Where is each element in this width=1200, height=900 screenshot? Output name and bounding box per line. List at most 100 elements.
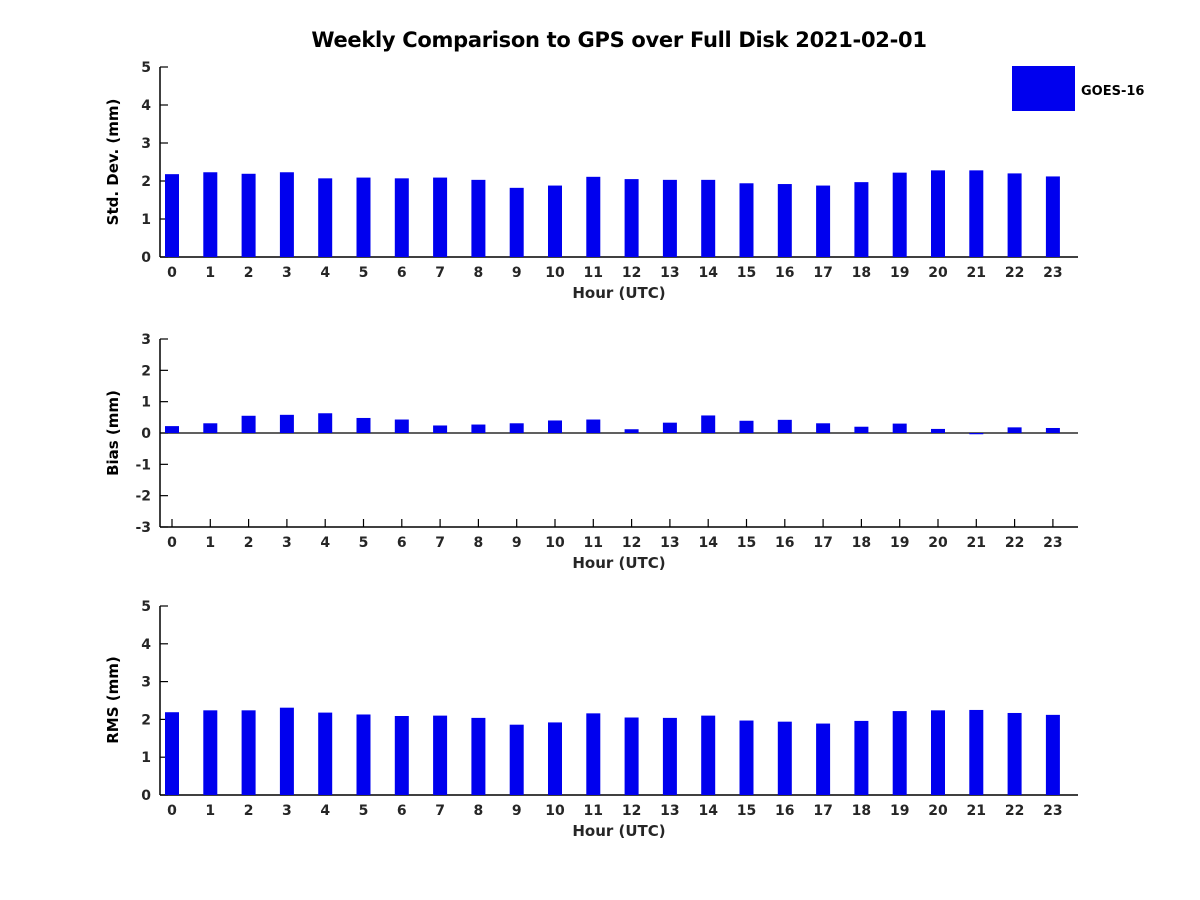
stddev-ytick-label-5: 5	[141, 60, 151, 76]
bias-bar-hour-5	[356, 417, 371, 433]
bias-xtick-label-5: 5	[359, 535, 369, 551]
stddev-xtick-label-19: 19	[890, 265, 909, 281]
stddev-xtick-label-4: 4	[320, 265, 330, 281]
stddev-xtick-label-1: 1	[205, 265, 215, 281]
bias-y-axis-label: Bias (mm)	[104, 390, 122, 476]
bias-xtick-label-13: 13	[660, 535, 679, 551]
bias-bar-hour-8	[471, 424, 486, 433]
rms-xtick-label-5: 5	[359, 803, 369, 819]
rms-bar-hour-2	[241, 710, 256, 795]
rms-bar-hour-10	[548, 722, 562, 795]
stddev-xtick-label-11: 11	[584, 265, 603, 281]
bias-bar-hour-13	[662, 422, 677, 433]
bias-bar-hour-21	[969, 433, 984, 435]
bias-ytick-label-0: 0	[141, 426, 151, 442]
stddev-xtick-label-12: 12	[622, 265, 641, 281]
stddev-xtick-label-14: 14	[698, 265, 718, 281]
rms-bar-hour-23	[1045, 714, 1060, 795]
stddev-ytick-label-0: 0	[141, 250, 151, 266]
rms-ytick-label-0: 0	[141, 788, 151, 804]
bias-xtick-label-6: 6	[397, 535, 407, 551]
rms-xtick-label-4: 4	[320, 803, 330, 819]
stddev-x-axis-label: Hour (UTC)	[572, 284, 666, 302]
stddev-bar-hour-7	[433, 177, 448, 257]
rms-bar-hour-21	[969, 709, 984, 795]
bias-xtick-label-12: 12	[622, 535, 641, 551]
stddev-xtick-label-20: 20	[928, 265, 948, 281]
stddev-xtick-label-6: 6	[397, 265, 407, 281]
legend-swatch-goes16	[1012, 66, 1075, 111]
rms-ytick-label-2: 2	[141, 712, 151, 728]
rms-ytick-label-4: 4	[141, 637, 151, 653]
bias-xtick-label-16: 16	[775, 535, 794, 551]
stddev-xtick-label-10: 10	[545, 265, 565, 281]
bias-bar-hour-14	[701, 415, 716, 433]
rms-xtick-label-12: 12	[622, 803, 641, 819]
rms-bar-hour-11	[586, 713, 601, 795]
stddev-bar-hour-16	[777, 184, 792, 257]
rms-bar-hour-3	[279, 707, 294, 795]
rms-xtick-label-1: 1	[205, 803, 215, 819]
bias-xtick-label-20: 20	[928, 535, 948, 551]
bias-bar-hour-7	[433, 425, 448, 433]
bias-bar-hour-0	[165, 426, 179, 433]
rms-xtick-label-21: 21	[967, 803, 986, 819]
rms-xtick-label-10: 10	[545, 803, 565, 819]
stddev-ytick-label-3: 3	[141, 136, 151, 152]
bias-xtick-label-21: 21	[967, 535, 986, 551]
bias-bar-hour-15	[739, 420, 754, 433]
stddev-bar-hour-11	[586, 176, 601, 257]
rms-xtick-label-7: 7	[435, 803, 445, 819]
rms-bar-hour-12	[624, 717, 639, 795]
rms-xtick-label-3: 3	[282, 803, 292, 819]
bias-bar-hour-23	[1045, 427, 1060, 433]
bias-bar-hour-2	[241, 415, 256, 433]
stddev-xtick-label-0: 0	[167, 265, 177, 281]
stddev-xtick-label-9: 9	[512, 265, 522, 281]
rms-ytick-label-3: 3	[141, 675, 151, 691]
stddev-xtick-label-8: 8	[474, 265, 484, 281]
bias-bar-hour-22	[1007, 427, 1022, 433]
bias-bar-hour-10	[548, 420, 562, 433]
rms-bar-hour-5	[356, 714, 371, 795]
rms-bar-hour-8	[471, 717, 486, 795]
bias-xtick-label-2: 2	[244, 535, 254, 551]
rms-xtick-label-22: 22	[1005, 803, 1024, 819]
bias-xtick-label-3: 3	[282, 535, 292, 551]
rms-xtick-label-15: 15	[737, 803, 756, 819]
bias-xtick-label-11: 11	[584, 535, 603, 551]
rms-bar-hour-22	[1007, 712, 1022, 795]
rms-xtick-label-18: 18	[852, 803, 871, 819]
bias-xtick-label-15: 15	[737, 535, 756, 551]
stddev-xtick-label-23: 23	[1043, 265, 1062, 281]
bias-ytick-label--1: -1	[135, 457, 151, 473]
bias-ytick-label-2: 2	[141, 363, 151, 379]
bias-bar-hour-9	[509, 423, 524, 433]
stddev-xtick-label-18: 18	[852, 265, 871, 281]
rms-xtick-label-23: 23	[1043, 803, 1062, 819]
bias-xtick-label-19: 19	[890, 535, 909, 551]
stddev-bar-hour-19	[892, 172, 907, 257]
stddev-ytick-label-4: 4	[141, 98, 151, 114]
bias-xtick-label-18: 18	[852, 535, 871, 551]
bias-bar-hour-4	[318, 413, 333, 433]
rms-bar-hour-13	[662, 717, 677, 795]
rms-bar-hour-1	[203, 710, 218, 795]
stddev-bar-hour-10	[548, 185, 562, 257]
rms-bar-hour-9	[509, 724, 524, 795]
bias-xtick-label-8: 8	[474, 535, 484, 551]
bias-xtick-label-7: 7	[435, 535, 445, 551]
rms-xtick-label-0: 0	[167, 803, 177, 819]
rms-bar-hour-19	[892, 711, 907, 795]
stddev-bar-hour-9	[509, 187, 524, 257]
rms-bar-hour-18	[854, 720, 869, 795]
rms-xtick-label-14: 14	[698, 803, 718, 819]
rms-ytick-label-1: 1	[141, 750, 151, 766]
stddev-xtick-label-17: 17	[813, 265, 832, 281]
rms-xtick-label-13: 13	[660, 803, 679, 819]
stddev-bar-hour-22	[1007, 173, 1022, 257]
bias-bar-hour-19	[892, 423, 907, 433]
bias-ytick-label--3: -3	[135, 520, 151, 536]
